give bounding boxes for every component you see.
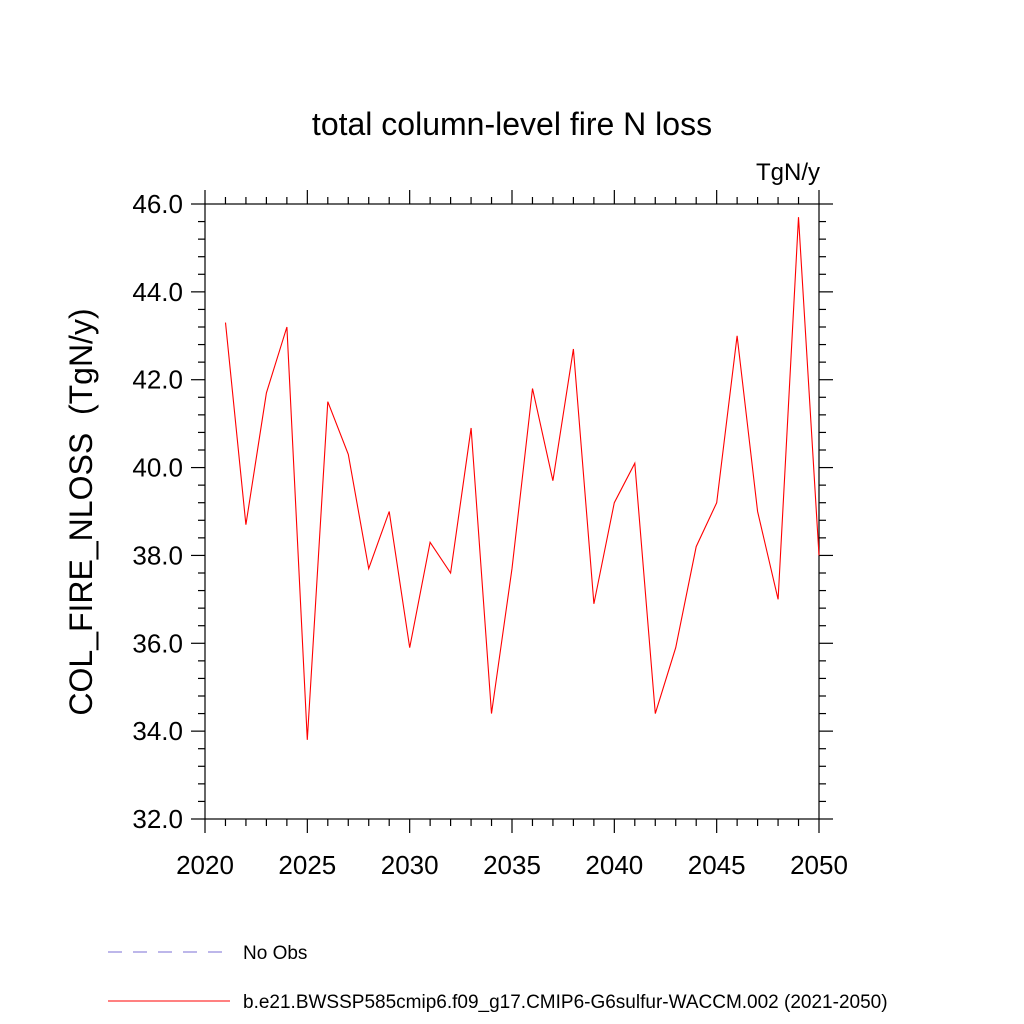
plot-frame xyxy=(204,203,820,820)
legend: No Obs b.e21.BWSSP585cmip6.f09_g17.CMIP6-… xyxy=(108,943,888,1013)
y-tick-label: 34.0 xyxy=(132,716,183,746)
y-tick-label: 46.0 xyxy=(132,189,183,219)
x-tick-label: 2030 xyxy=(381,850,439,880)
y-tick-label: 42.0 xyxy=(132,365,183,395)
x-tick-label: 2045 xyxy=(688,850,746,880)
legend-label: No Obs xyxy=(243,943,307,964)
y-tick-label: 40.0 xyxy=(132,453,183,483)
y-tick-label: 32.0 xyxy=(132,804,183,834)
chart-title: total column-level fire N loss xyxy=(312,106,712,142)
axis-tick-labels: 2020 2025 2030 2035 2040 2045 2050 32.0 34.0 36.0… xyxy=(132,189,848,880)
x-tick-label: 2050 xyxy=(790,850,848,880)
axis-ticks xyxy=(191,190,833,833)
data-series xyxy=(224,217,820,740)
y-tick-label: 36.0 xyxy=(132,628,183,658)
series-line xyxy=(224,217,820,740)
y-axis-label: COL_FIRE_NLOSS (TgN/y) xyxy=(63,308,99,715)
x-tick-label: 2020 xyxy=(176,850,234,880)
legend-label: b.e21.BWSSP585cmip6.f09_g17.CMIP6-G6sulf… xyxy=(243,992,888,1013)
y-tick-label: 44.0 xyxy=(132,277,183,307)
x-tick-label: 2025 xyxy=(278,850,336,880)
units-label: TgN/y xyxy=(756,159,820,186)
x-tick-label: 2040 xyxy=(585,850,643,880)
y-tick-label: 38.0 xyxy=(132,540,183,570)
x-tick-label: 2035 xyxy=(483,850,541,880)
